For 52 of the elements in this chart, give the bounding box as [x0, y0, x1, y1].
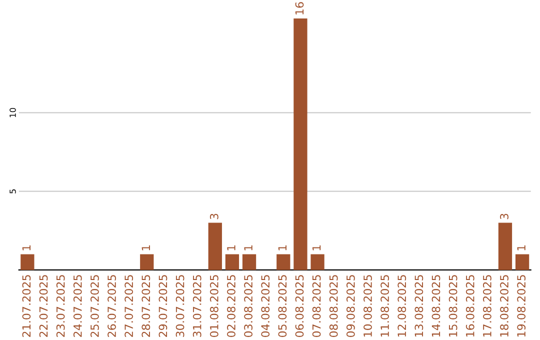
- data-label: 1: [244, 245, 252, 250]
- bar: [294, 18, 308, 270]
- y-tick-label: 5: [10, 189, 16, 194]
- x-tick-label: 02.08.2025: [227, 275, 236, 338]
- x-tick-label: 01.08.2025: [210, 275, 218, 338]
- data-label: 1: [278, 245, 286, 250]
- bar: [225, 254, 240, 270]
- x-tick-label: 05.08.2025: [278, 275, 287, 338]
- bar: [242, 254, 256, 270]
- data-label: 1: [312, 245, 321, 250]
- bar: [208, 222, 222, 270]
- x-tick-label: 08.08.2025: [329, 275, 338, 338]
- bar: [140, 254, 154, 270]
- x-tick-label: 25.07.2025: [90, 275, 99, 337]
- x-tick-label: 16.08.2025: [466, 275, 474, 337]
- bar: [498, 222, 512, 270]
- data-label: 3: [500, 214, 508, 220]
- x-tick-label: 17.08.2025: [482, 275, 492, 337]
- x-tick-label: 29.07.2025: [158, 275, 168, 337]
- x-tick-label: 07.08.2025: [312, 275, 321, 338]
- x-tick-label: 09.08.2025: [346, 275, 355, 338]
- x-tick-label: 10.08.2025: [364, 275, 372, 337]
- bar: [276, 254, 290, 270]
- x-tick-label: 23.07.2025: [56, 275, 65, 337]
- x-tick-label: 30.07.2025: [176, 275, 184, 337]
- x-tick-label: 04.08.2025: [261, 275, 270, 338]
- data-label: 1: [517, 245, 526, 250]
- x-tick-label: 12.08.2025: [398, 275, 406, 337]
- x-tick-label: 27.07.2025: [124, 275, 134, 337]
- data-label: 16: [295, 2, 304, 14]
- x-tick-label: 21.07.2025: [22, 275, 31, 337]
- x-tick-label: 13.08.2025: [414, 275, 424, 337]
- x-tick-label: 24.07.2025: [73, 275, 82, 337]
- bar: [515, 254, 530, 270]
- x-tick-label: 03.08.2025: [244, 275, 252, 338]
- x-tick-label: 18.08.2025: [500, 275, 508, 337]
- x-tick-label: 31.07.2025: [192, 275, 202, 337]
- x-tick-label: 26.07.2025: [108, 275, 116, 337]
- x-tick-label: 15.08.2025: [448, 275, 458, 337]
- bar: [20, 254, 34, 270]
- y-tick-label: 10: [10, 108, 16, 118]
- data-label: 1: [227, 245, 236, 250]
- x-tick-label: 22.07.2025: [39, 275, 48, 337]
- data-label: 1: [22, 245, 30, 250]
- x-tick-label: 11.08.2025: [380, 275, 389, 337]
- x-tick-label: 19.08.2025: [517, 275, 526, 337]
- data-label: 3: [210, 214, 218, 220]
- x-tick-label: 14.08.2025: [432, 275, 440, 337]
- x-tick-label: 06.08.2025: [295, 275, 304, 338]
- data-label: 1: [142, 245, 150, 250]
- x-tick-label: 28.07.2025: [142, 275, 150, 337]
- bar: [310, 254, 324, 270]
